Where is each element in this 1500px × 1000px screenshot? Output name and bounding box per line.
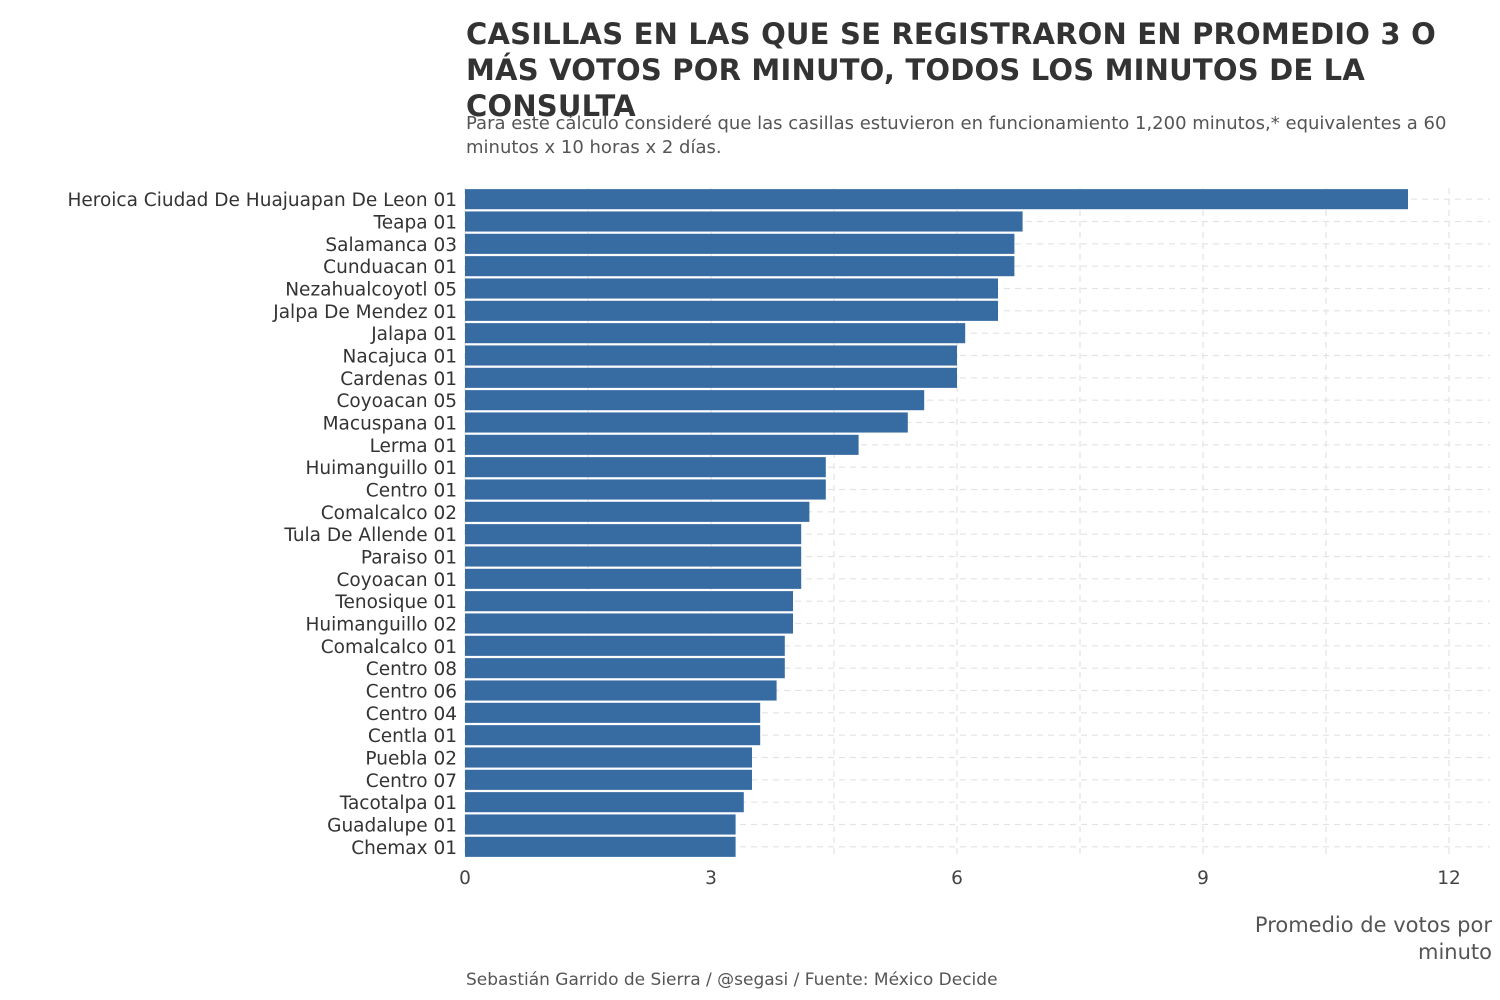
chart-caption: Sebastián Garrido de Sierra / @segasi / … [466, 970, 998, 990]
bar [465, 211, 1023, 232]
category-label: Tenosique 01 [334, 592, 457, 613]
bar [465, 702, 761, 723]
category-label: Puebla 02 [365, 749, 457, 770]
category-label: Centro 01 [366, 481, 457, 502]
bar [465, 189, 1408, 210]
category-label: Heroica Ciudad De Huajuapan De Leon 01 [67, 190, 457, 211]
category-label: Tula De Allende 01 [283, 525, 457, 546]
bar [465, 278, 998, 299]
bar [465, 501, 810, 522]
category-label: Cardenas 01 [340, 369, 457, 390]
category-label: Nacajuca 01 [343, 347, 457, 368]
category-label: Teapa 01 [373, 213, 457, 234]
bar [465, 524, 802, 545]
bar [465, 479, 826, 500]
category-label: Comalcalco 01 [321, 637, 457, 658]
category-label: Nezahualcoyotl 05 [285, 280, 457, 301]
category-label: Macuspana 01 [323, 414, 457, 435]
category-label: Centro 04 [366, 704, 457, 725]
bars [465, 189, 1408, 857]
category-labels: Heroica Ciudad De Huajuapan De Leon 01Te… [67, 190, 457, 859]
bar [465, 300, 998, 321]
category-label: Coyoacan 01 [337, 570, 458, 591]
bar [465, 680, 777, 701]
category-label: Comalcalco 02 [321, 503, 457, 524]
bar [465, 434, 859, 455]
category-label: Centro 08 [366, 659, 457, 680]
category-label: Centla 01 [368, 726, 457, 747]
x-tick-label: 6 [951, 868, 963, 889]
bar [465, 591, 793, 612]
category-label: Centro 07 [366, 771, 457, 792]
bar [465, 233, 1015, 254]
category-label: Salamanca 03 [325, 235, 457, 256]
x-tick-label: 12 [1437, 868, 1461, 889]
bar [465, 658, 785, 679]
bar [465, 568, 802, 589]
chart-title: CASILLAS EN LAS QUE SE REGISTRARON EN PR… [466, 17, 1436, 123]
bar [465, 836, 736, 857]
bar [465, 747, 752, 768]
x-axis-label: Promedio de votos por minuto [1254, 913, 1492, 964]
category-label: Chemax 01 [351, 838, 457, 859]
category-label: Centro 06 [366, 682, 457, 703]
bar [465, 725, 761, 746]
bar [465, 814, 736, 835]
x-tick-labels: 0 3 6 9 12 [459, 868, 1461, 889]
category-label: Paraiso 01 [361, 548, 457, 569]
bar [465, 457, 826, 478]
category-label: Jalapa 01 [370, 324, 457, 345]
bar [465, 345, 957, 366]
category-label: Huimanguillo 02 [306, 615, 458, 636]
bar [465, 256, 1015, 277]
category-label: Cunduacan 01 [323, 257, 457, 278]
bar [465, 613, 793, 634]
x-tick-label: 3 [705, 868, 717, 889]
bar [465, 412, 908, 433]
category-label: Guadalupe 01 [327, 816, 457, 837]
bar [465, 546, 802, 567]
bar [465, 769, 752, 790]
x-tick-label: 0 [459, 868, 471, 889]
x-tick-label: 9 [1197, 868, 1209, 889]
bar [465, 367, 957, 388]
category-label: Coyoacan 05 [337, 391, 458, 412]
bar [465, 323, 966, 344]
category-label: Jalpa De Mendez 01 [272, 302, 457, 323]
bar [465, 390, 925, 411]
category-label: Huimanguillo 01 [306, 458, 458, 479]
category-label: Tacotalpa 01 [339, 793, 457, 814]
category-label: Lerma 01 [370, 436, 457, 457]
bar [465, 792, 744, 813]
chart-subtitle: Para este cálculo consideré que las casi… [466, 113, 1447, 158]
bar [465, 635, 785, 656]
